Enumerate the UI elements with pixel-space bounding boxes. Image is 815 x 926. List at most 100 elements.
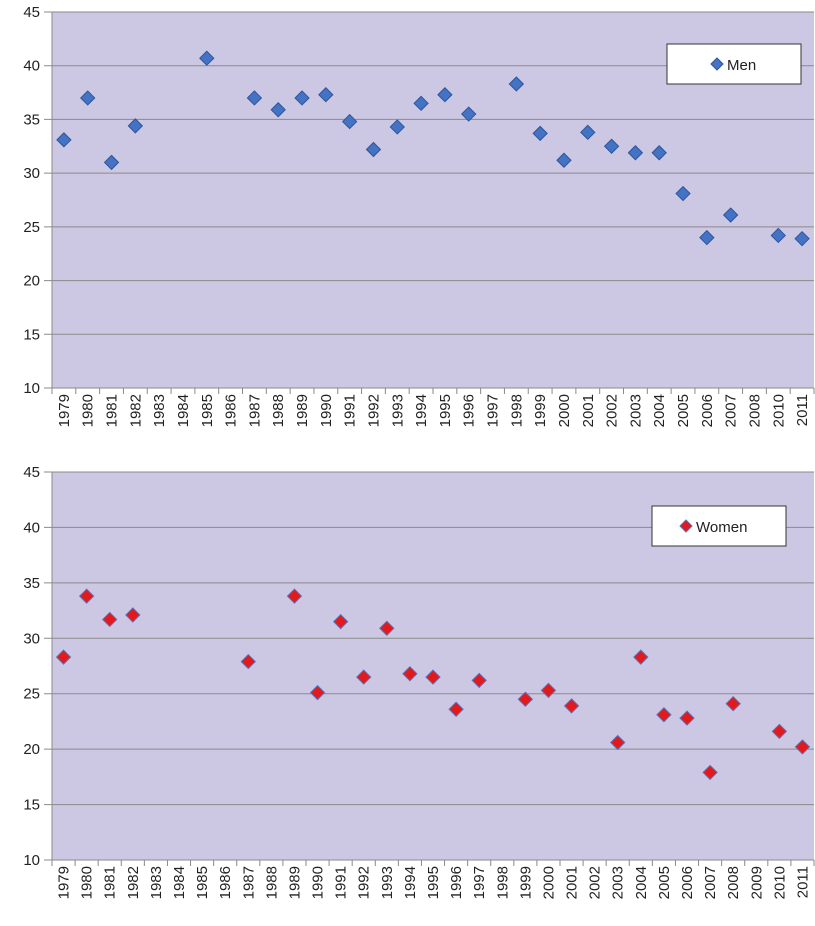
y-tick-label: 25 [23,219,40,236]
y-tick-label: 30 [23,165,40,182]
x-tick-label: 1997 [485,394,502,427]
x-tick-label: 1987 [240,866,257,899]
x-tick-label: 1980 [80,394,97,427]
data-point [471,672,487,689]
x-tick-label: 1991 [342,394,359,427]
x-tick-label: 1979 [56,394,73,427]
legend-marker [679,519,693,533]
data-point [80,90,96,106]
data-point [413,95,429,112]
x-tick-label: 1979 [56,866,73,899]
x-tick-label: 2011 [794,394,811,426]
data-point [437,87,453,103]
data-point [309,684,326,701]
data-point [55,649,72,665]
x-tick-label: 1993 [379,866,396,899]
x-tick-label: 1989 [294,394,311,427]
y-tick-label: 10 [23,380,40,397]
x-tick-label: 2010 [771,866,788,899]
legend-label: Men [727,57,756,74]
data-point [125,607,141,623]
x-tick-label: 1992 [356,866,373,899]
x-tick-label: 2003 [627,394,644,427]
x-tick-label: 2010 [770,394,787,427]
x-tick-label: 1994 [413,394,430,427]
x-tick-label: 1991 [333,866,350,899]
data-point [78,588,95,604]
x-tick-label: 1986 [217,866,234,899]
data-point [199,50,215,66]
x-tick-label: 2005 [675,394,692,427]
data-point [633,649,649,665]
x-tick-label: 2006 [679,866,696,899]
x-tick-label: 1996 [461,394,478,427]
data-point [580,124,596,141]
x-tick-label: 1990 [318,394,335,427]
x-tick-label: 2009 [748,866,765,899]
data-point [425,669,441,685]
x-tick-label: 2000 [540,866,557,899]
x-tick-label: 1999 [517,866,534,899]
x-tick-label: 1997 [471,866,488,899]
x-tick-label: 2007 [702,866,719,899]
x-tick-label: 1993 [389,394,406,427]
x-tick-label: 1982 [127,394,144,427]
data-point [318,87,334,103]
x-tick-label: 1998 [494,866,511,899]
data-point [56,132,72,148]
chart: 10 15 20 25 30 35 40 45 1979 1980 1981 1982 1983 1984… [23,4,815,427]
x-tick-label: 1985 [199,394,216,427]
x-tick-label: 2004 [633,866,650,899]
data-point [725,695,741,712]
data-point [702,764,718,781]
x-tick-label: 2003 [610,866,627,899]
y-tick-label: 15 [23,326,40,343]
x-tick-label: 2002 [604,394,621,427]
legend-box [651,505,787,547]
data-point [794,739,811,755]
x-tick-label: 1981 [104,394,121,427]
y-tick-label: 30 [23,630,40,647]
data-point [102,611,118,628]
x-tick-label: 2006 [699,394,716,427]
data-point [240,653,256,670]
data-point [379,620,395,637]
y-tick-label: 40 [23,58,40,75]
data-point [563,698,580,714]
data-point [332,613,349,630]
x-tick-label: 1982 [125,866,142,899]
data-point [679,710,695,726]
x-tick-label: 1994 [402,866,419,899]
data-point [722,207,739,223]
data-point [603,138,620,154]
x-tick-label: 1988 [270,394,287,427]
x-tick-label: 2008 [746,394,763,427]
data-point [656,707,672,723]
x-tick-label: 1983 [151,394,168,427]
x-tick-label: 2000 [556,394,573,427]
x-tick-label: 1996 [448,866,465,899]
data-point [794,230,810,247]
data-point [448,701,464,717]
x-tick-label: 1985 [194,866,211,899]
data-point [651,145,667,161]
data-point [389,119,405,135]
x-tick-label: 2007 [723,394,740,427]
x-tick-label: 2001 [580,394,597,427]
x-tick-label: 1984 [175,394,192,427]
x-tick-label: 1988 [263,866,280,899]
data-point [461,106,477,122]
x-tick-label: 2005 [656,866,673,899]
data-point [127,118,144,134]
x-tick-label: 1992 [365,394,382,427]
y-tick-label: 45 [23,4,40,21]
data-point [556,152,572,168]
data-point [508,76,525,92]
y-tick-label: 40 [23,519,40,536]
x-tick-label: 1998 [508,394,525,427]
x-tick-label: 1981 [102,866,119,899]
legend-marker [710,57,724,71]
x-tick-label: 1986 [223,394,240,427]
chart: 10 15 20 25 30 35 40 45 1979 1980 1981 1982 1983 1984… [23,464,815,899]
